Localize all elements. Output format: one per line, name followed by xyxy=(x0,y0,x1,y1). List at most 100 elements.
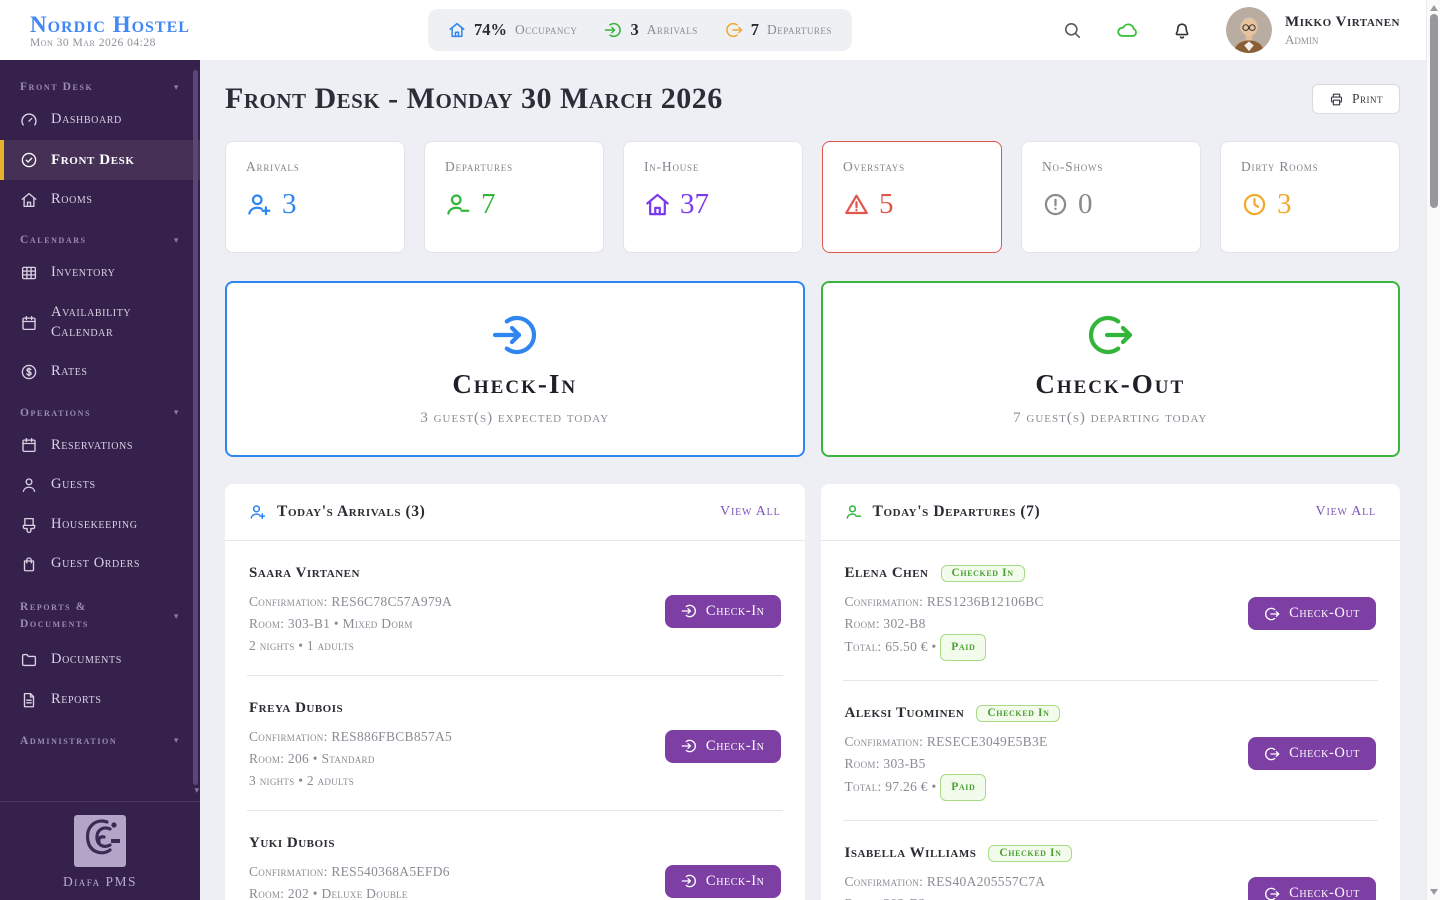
sidebar-item-label: Housekeeping xyxy=(51,515,138,532)
arrivals-stat: 3 Arrivals xyxy=(604,20,697,40)
diafa-logo xyxy=(74,815,126,867)
person-plus-icon xyxy=(249,503,267,521)
check-out-button[interactable]: Check-Out xyxy=(1248,597,1376,630)
sidebar-item-reservations[interactable]: Reservations xyxy=(0,426,200,466)
warning-triangle-icon xyxy=(843,191,870,218)
guest-name: Elena Chen xyxy=(844,565,929,581)
divider xyxy=(842,820,1378,821)
sidebar-item-inventory[interactable]: Inventory xyxy=(0,253,200,293)
sidebar-item-label: Guests xyxy=(51,476,96,493)
sidebar-item-rooms[interactable]: Rooms xyxy=(0,180,200,220)
check-out-subtitle: 7 guest(s) departing today xyxy=(1013,410,1208,426)
check-out-panel-button[interactable]: Check-Out 7 guest(s) departing today xyxy=(820,281,1400,457)
stat-card-dirty-rooms[interactable]: Dirty Rooms 3 xyxy=(1220,141,1400,253)
house-icon xyxy=(644,191,671,218)
sidebar-scroll-down-icon[interactable]: ▾ xyxy=(194,785,199,795)
room-info: Room: 302-B8 xyxy=(844,616,926,631)
section-front-desk[interactable]: Front Desk ▾ xyxy=(0,66,200,100)
sidebar-item-guest-orders[interactable]: Guest Orders xyxy=(0,544,200,584)
bell-icon[interactable] xyxy=(1172,20,1192,40)
section-operations[interactable]: Operations ▾ xyxy=(0,392,200,426)
search-icon[interactable] xyxy=(1063,21,1082,40)
chevron-down-icon: ▾ xyxy=(173,81,180,92)
stat-card-arrivals[interactable]: Arrivals 3 xyxy=(225,141,405,253)
sidebar-item-guests[interactable]: Guests xyxy=(0,465,200,505)
confirmation-number: Confirmation: RES40A205557C7A xyxy=(844,874,1046,889)
section-calendars[interactable]: Calendars ▾ xyxy=(0,219,200,253)
current-datetime: Mon 30 Mar 2026 04:28 xyxy=(30,36,156,49)
section-administration[interactable]: Administration ▾ xyxy=(0,720,200,754)
confirmation-number: Confirmation: RES540368A5EFD6 xyxy=(249,864,450,879)
guest-name: Freya Dubois xyxy=(249,700,344,716)
arrival-list-item: Saara Virtanen Confirmation: RES6C78C57A… xyxy=(225,541,805,675)
sidebar-item-reports[interactable]: Reports xyxy=(0,680,200,720)
logout-icon xyxy=(1264,746,1280,762)
logout-icon xyxy=(1264,886,1280,900)
check-in-button[interactable]: Check-In xyxy=(664,864,781,898)
section-label: Reports & Documents xyxy=(20,600,89,631)
section-label: Front Desk xyxy=(20,81,94,93)
confirmation-number: Confirmation: RESECE3049E5B3E xyxy=(844,734,1048,749)
gauge-icon xyxy=(20,111,38,129)
confirmation-number: Confirmation: RES6C78C57A979A xyxy=(249,594,453,609)
main-content: Front Desk - Monday 30 March 2026 Print … xyxy=(200,60,1426,900)
arrival-list-item: Freya Dubois Confirmation: RES886FBCB857… xyxy=(225,676,805,810)
user-name: Mikko Virtanen xyxy=(1285,13,1400,30)
bag-icon xyxy=(20,555,38,573)
chevron-down-icon: ▾ xyxy=(173,735,180,745)
stat-card-departures[interactable]: Departures 7 xyxy=(424,141,604,253)
main-scrollbar[interactable] xyxy=(1426,0,1440,900)
section-label: Operations xyxy=(20,406,92,419)
check-in-button[interactable]: Check-In xyxy=(664,594,781,628)
stat-card-no-shows[interactable]: No-Shows 0 xyxy=(1021,141,1201,253)
paid-badge: Paid xyxy=(940,774,987,801)
check-out-button-label: Check-Out xyxy=(1289,605,1360,621)
stat-card-value: 7 xyxy=(481,188,496,220)
user-menu[interactable]: Mikko Virtanen Admin xyxy=(1226,7,1400,53)
check-in-panel-button[interactable]: Check-In 3 guest(s) expected today xyxy=(225,281,805,457)
sidebar-item-dashboard[interactable]: Dashboard xyxy=(0,100,200,140)
check-out-button-label: Check-Out xyxy=(1289,745,1360,761)
paid-badge: Paid xyxy=(940,634,987,661)
sidebar-item-rates[interactable]: Rates xyxy=(0,352,200,392)
arrivals-view-all-link[interactable]: View All xyxy=(720,504,781,519)
stat-card-overstays[interactable]: Overstays 5 xyxy=(822,141,1002,253)
todays-departures-panel: Today's Departures (7) View All Elena Ch… xyxy=(820,484,1400,900)
confirmation-number: Confirmation: RES886FBCB857A5 xyxy=(249,729,453,744)
sidebar-item-availability-calendar[interactable]: Availability Calendar xyxy=(0,293,200,352)
scrollbar-up-arrow-icon[interactable] xyxy=(1430,5,1438,11)
house-icon xyxy=(448,21,466,39)
logout-icon xyxy=(1264,606,1280,622)
section-reports-documents[interactable]: Reports & Documents ▾ xyxy=(0,584,200,641)
sidebar-scrollbar-thumb[interactable] xyxy=(193,70,198,785)
sidebar-item-front-desk[interactable]: Front Desk xyxy=(0,139,200,180)
page-title: Front Desk - Monday 30 March 2026 xyxy=(225,82,723,115)
login-icon xyxy=(681,738,697,754)
sidebar-item-label: Availability Calendar xyxy=(51,303,132,340)
cloud-status-icon[interactable] xyxy=(1116,19,1138,41)
sidebar-item-label: Rooms xyxy=(51,190,93,207)
stat-card-in-house[interactable]: In-House 37 xyxy=(623,141,803,253)
section-label: Administration xyxy=(20,734,118,747)
departures-view-all-link[interactable]: View All xyxy=(1315,504,1376,519)
sidebar-item-housekeeping[interactable]: Housekeeping xyxy=(0,505,200,545)
scrollbar-thumb[interactable] xyxy=(1430,14,1438,208)
departures-value: 7 xyxy=(750,20,760,39)
avatar xyxy=(1226,7,1273,53)
check-out-button[interactable]: Check-Out xyxy=(1248,877,1376,900)
stat-card-value: 0 xyxy=(1078,188,1093,220)
check-out-title: Check-Out xyxy=(1035,369,1186,399)
stat-card-value: 37 xyxy=(680,188,709,220)
stat-cards-row: Arrivals 3 Departures 7 In-House 37 Over… xyxy=(225,141,1400,253)
print-button[interactable]: Print xyxy=(1311,84,1400,114)
check-in-button[interactable]: Check-In xyxy=(664,729,781,763)
sidebar-item-documents[interactable]: Documents xyxy=(0,640,200,680)
scrollbar-down-arrow-icon[interactable] xyxy=(1430,889,1438,895)
checked-in-badge: Checked In xyxy=(976,705,1061,722)
stat-card-label: Overstays xyxy=(843,159,905,174)
check-out-button[interactable]: Check-Out xyxy=(1248,737,1376,770)
brand-block: Nordic Hostel Mon 30 Mar 2026 04:28 xyxy=(0,12,370,49)
top-header: Nordic Hostel Mon 30 Mar 2026 04:28 74% … xyxy=(0,0,1426,60)
file-icon xyxy=(20,691,38,709)
person-icon xyxy=(20,476,38,494)
